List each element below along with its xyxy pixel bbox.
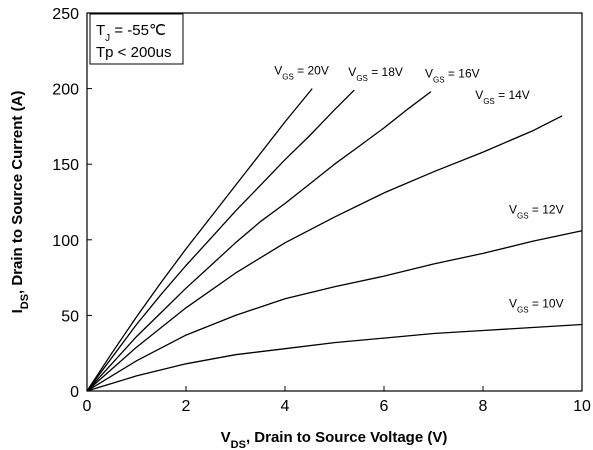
condition-pulse: Tp < 200us bbox=[96, 44, 171, 61]
x-axis-title: VDS, Drain to Source Voltage (V) bbox=[221, 429, 448, 450]
x-tick-label: 10 bbox=[573, 398, 591, 415]
series-label: VGS = 10V bbox=[509, 296, 564, 314]
y-tick-label: 200 bbox=[52, 82, 79, 99]
y-tick-label: 250 bbox=[52, 6, 79, 23]
plot-frame bbox=[86, 12, 583, 392]
series-line-vgs-14v bbox=[86, 115, 563, 392]
x-tick-label: 2 bbox=[182, 398, 191, 415]
series-line-vgs-12v bbox=[86, 230, 583, 392]
y-tick-label: 150 bbox=[52, 157, 79, 174]
y-tick-label: 50 bbox=[61, 308, 79, 325]
series-label: VGS = 18V bbox=[348, 65, 403, 83]
series-line-vgs-10v bbox=[86, 323, 583, 392]
series-label: VGS = 16V bbox=[425, 67, 480, 85]
y-tick-label: 0 bbox=[70, 384, 79, 401]
y-axis-title: IDS, Drain to Source Current (A) bbox=[9, 91, 31, 314]
curves-layer: VGS = 20V VGS = 18V VGS = 16V VGS = 14V VGS … bbox=[86, 64, 583, 392]
y-tick-label: 100 bbox=[52, 233, 79, 250]
series-label: VGS = 20V bbox=[274, 64, 329, 82]
x-tick-label: 0 bbox=[83, 398, 92, 415]
series-label: VGS = 14V bbox=[475, 88, 530, 106]
series-line-vgs-18v bbox=[86, 89, 355, 392]
series-line-vgs-20v bbox=[86, 88, 313, 392]
series-label: VGS = 12V bbox=[509, 203, 564, 221]
x-tick-label: 8 bbox=[479, 398, 488, 415]
x-tick-label: 4 bbox=[281, 398, 290, 415]
x-tick-label: 6 bbox=[380, 398, 389, 415]
conditions-box: TJ = -55℃ Tp < 200us bbox=[89, 13, 184, 65]
condition-temperature: TJ = -55℃ bbox=[96, 22, 166, 44]
series-line-vgs-16v bbox=[86, 91, 432, 392]
